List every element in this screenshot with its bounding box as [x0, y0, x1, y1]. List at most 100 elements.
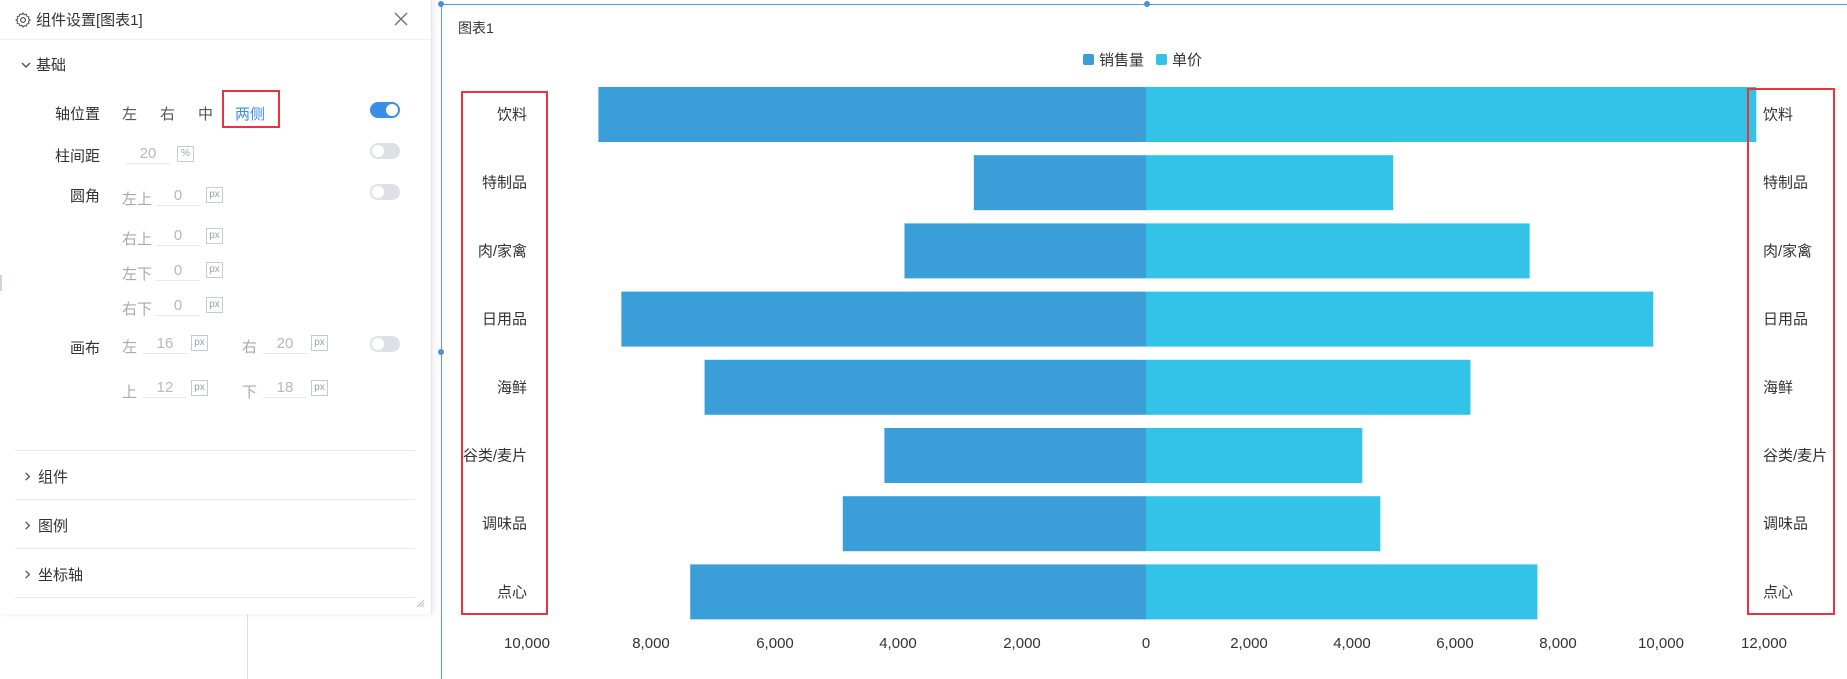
- category-label-right: 谷类/麦片: [1763, 448, 1827, 465]
- category-label-left: 调味品: [482, 516, 527, 533]
- corner-top-right-label: 右上: [122, 231, 153, 248]
- bar-sales[interactable]: [973, 155, 1146, 211]
- bar-price[interactable]: [1146, 87, 1757, 142]
- bar-sales[interactable]: [884, 428, 1146, 483]
- bar-spacing-label: 柱间距: [55, 148, 101, 165]
- legend-item-sales[interactable]: 销售量: [1083, 49, 1144, 70]
- value-tick-label: 6,000: [756, 635, 794, 652]
- category-label-right: 日用品: [1763, 311, 1808, 328]
- category-label-left: 点心: [497, 584, 527, 601]
- axis-option-right[interactable]: 右: [160, 106, 176, 123]
- bar-price[interactable]: [1146, 359, 1471, 415]
- bar-price[interactable]: [1146, 428, 1363, 483]
- axis-option-both-sides[interactable]: 两侧: [235, 106, 266, 123]
- bar-sales[interactable]: [704, 359, 1146, 415]
- legend-swatch: [1156, 54, 1168, 65]
- px-unit-icon: px: [191, 335, 208, 351]
- section-component-label: 组件: [38, 469, 69, 486]
- corner-radius-toggle[interactable]: [370, 184, 400, 200]
- chevron-right-icon: [25, 521, 31, 530]
- value-tick-label: 2,000: [1230, 635, 1268, 652]
- value-tick-label: 10,000: [1638, 635, 1684, 652]
- category-label-right: 饮料: [1763, 107, 1793, 124]
- value-tick-label: 2,000: [1003, 635, 1041, 652]
- bar-price[interactable]: [1146, 291, 1654, 347]
- value-tick-label: 4,000: [879, 635, 917, 652]
- basic-section-label: 基础: [36, 57, 67, 74]
- px-unit-icon: px: [311, 335, 328, 351]
- divider: [15, 499, 415, 500]
- chart-legend: 销售量 单价: [1083, 49, 1214, 70]
- corner-bottom-right-label: 右下: [122, 301, 153, 318]
- series-sales-bars: [598, 87, 1146, 620]
- canvas-left-label: 左: [122, 339, 138, 356]
- axis-position-toggle[interactable]: [370, 102, 400, 118]
- background-edge-mark: [0, 275, 2, 291]
- section-legend[interactable]: 图例: [22, 515, 68, 536]
- bar-sales[interactable]: [621, 291, 1146, 347]
- selection-handle[interactable]: [1144, 1, 1150, 7]
- bar-sales[interactable]: [598, 87, 1146, 142]
- percent-unit-icon: %: [177, 146, 194, 162]
- category-label-left: 饮料: [497, 107, 527, 124]
- value-tick-label: 6,000: [1436, 635, 1474, 652]
- bar-sales[interactable]: [904, 223, 1146, 279]
- value-tick-label: 10,000: [504, 635, 550, 652]
- divider: [15, 548, 415, 549]
- value-tick-label: 0: [1142, 635, 1150, 652]
- chevron-down-icon: [21, 62, 31, 68]
- chart-title: 图表1: [458, 20, 494, 36]
- basic-section-header[interactable]: 基础: [20, 54, 66, 75]
- bar-price[interactable]: [1146, 223, 1530, 279]
- bar-price[interactable]: [1146, 155, 1394, 211]
- resize-grip-icon[interactable]: [415, 598, 425, 608]
- canvas-toggle[interactable]: [370, 336, 400, 352]
- bar-spacing-input[interactable]: [126, 144, 170, 164]
- category-label-right: 点心: [1763, 584, 1793, 601]
- value-tick-label: 8,000: [632, 635, 670, 652]
- background-divider: [247, 614, 248, 679]
- axis-option-left[interactable]: 左: [122, 106, 138, 123]
- corner-top-left-label: 左上: [122, 191, 153, 208]
- bar-price[interactable]: [1146, 496, 1381, 552]
- category-label-right: 肉/家禽: [1763, 243, 1812, 260]
- chevron-right-icon: [25, 570, 31, 579]
- corner-bottom-left-input[interactable]: [156, 261, 200, 281]
- value-tick-label: 4,000: [1333, 635, 1371, 652]
- value-axis-ticks: 10,000 8,000 6,000 4,000 2,000 0 2,000 4,000 6,0…: [504, 635, 1787, 652]
- legend-item-price[interactable]: 单价: [1156, 49, 1202, 70]
- category-label-right: 调味品: [1763, 516, 1808, 533]
- canvas-bottom-input[interactable]: [263, 378, 307, 398]
- corner-radius-label: 圆角: [70, 188, 101, 205]
- corner-top-right-input[interactable]: [156, 226, 200, 246]
- component-settings-panel: 组件设置[图表1] 基础 轴位置 左 右 中 两侧 柱间距 % 圆角 左上 px…: [0, 0, 432, 614]
- divider: [15, 450, 415, 451]
- canvas-right-input[interactable]: [263, 334, 307, 354]
- category-label-right: 特制品: [1763, 175, 1808, 192]
- px-unit-icon: px: [206, 262, 223, 278]
- axis-option-center[interactable]: 中: [198, 106, 214, 123]
- corner-top-left-input[interactable]: [156, 186, 200, 206]
- corner-bottom-right-input[interactable]: [156, 296, 200, 316]
- category-label-left: 谷类/麦片: [463, 448, 527, 465]
- value-tick-label: 12,000: [1741, 635, 1787, 652]
- bar-sales[interactable]: [690, 564, 1146, 620]
- canvas-left-input[interactable]: [143, 334, 187, 354]
- section-axis-label: 坐标轴: [38, 567, 84, 584]
- selection-handle[interactable]: [438, 349, 444, 355]
- selection-handle[interactable]: [438, 1, 444, 7]
- bar-sales[interactable]: [842, 496, 1146, 552]
- bar-price[interactable]: [1146, 564, 1538, 620]
- canvas-right-label: 右: [242, 339, 258, 356]
- section-axis[interactable]: 坐标轴: [22, 564, 83, 585]
- close-icon[interactable]: [391, 9, 411, 29]
- px-unit-icon: px: [191, 380, 208, 396]
- bar-spacing-toggle[interactable]: [370, 143, 400, 159]
- px-unit-icon: px: [206, 297, 223, 313]
- section-component[interactable]: 组件: [22, 466, 68, 487]
- highlight-box-left-axis: [461, 91, 548, 615]
- canvas-top-input[interactable]: [143, 378, 187, 398]
- category-label-left: 日用品: [482, 311, 527, 328]
